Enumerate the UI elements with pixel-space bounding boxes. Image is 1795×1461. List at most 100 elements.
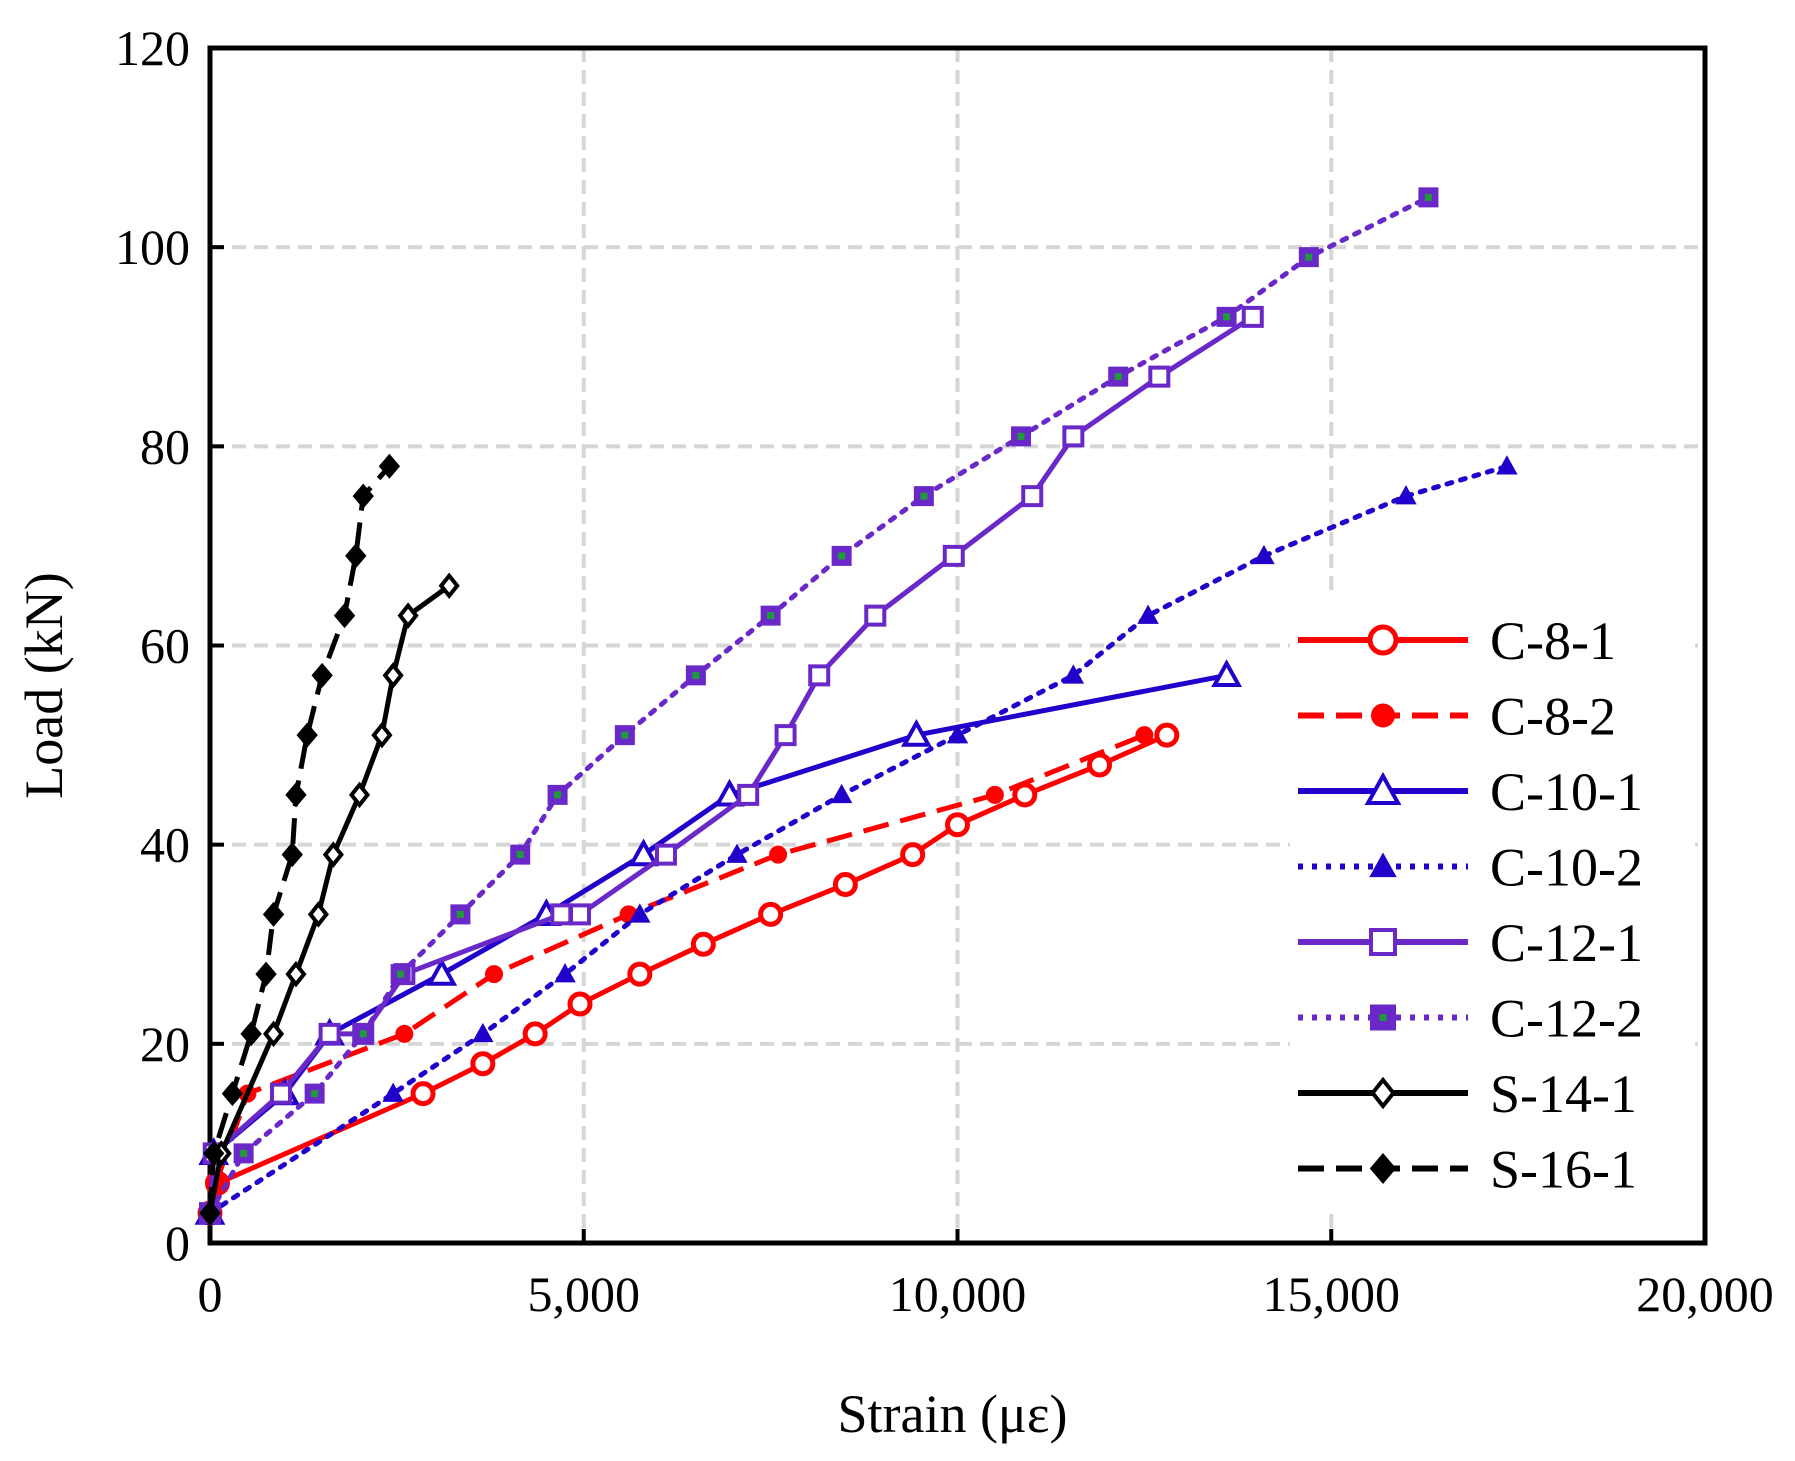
data-point <box>221 1081 244 1107</box>
data-point <box>1369 852 1397 878</box>
y-tick-label: 120 <box>115 20 190 76</box>
x-tick-label: 10,000 <box>889 1266 1027 1322</box>
data-point <box>1298 247 1319 268</box>
data-point <box>296 722 318 748</box>
data-point <box>199 1200 221 1226</box>
data-point <box>769 845 788 864</box>
data-point <box>1241 305 1264 328</box>
legend-label: S-14-1 <box>1490 1064 1637 1124</box>
data-point <box>760 605 781 626</box>
data-point <box>831 545 852 566</box>
data-point <box>485 965 504 984</box>
data-point <box>255 961 277 987</box>
legend: C-8-1 C-8-2 C-10-1 C-10-2 C-12-1 C-12-2 S-14-1… <box>1298 611 1643 1200</box>
data-point <box>1496 455 1518 475</box>
data-point <box>864 604 887 627</box>
data-point <box>685 665 706 686</box>
data-point <box>550 903 573 926</box>
data-point <box>1370 1004 1396 1031</box>
data-point <box>262 901 285 927</box>
data-point <box>348 781 371 809</box>
data-point <box>371 721 393 749</box>
data-point <box>832 872 858 897</box>
data-point <box>1137 604 1159 624</box>
data-point <box>1011 426 1032 447</box>
data-point <box>410 1081 436 1107</box>
series-layer <box>194 187 1518 1227</box>
data-point <box>1216 306 1237 327</box>
data-point <box>438 572 460 599</box>
data-point <box>1253 544 1275 565</box>
data-point <box>395 1024 414 1043</box>
data-point <box>352 483 374 509</box>
data-point <box>1154 722 1180 748</box>
legend-background <box>1290 598 1695 1208</box>
data-point <box>942 544 965 567</box>
x-tick-label: 5,000 <box>528 1266 641 1322</box>
legend-item: C-8-2 <box>1298 687 1616 747</box>
data-point <box>1021 485 1044 508</box>
y-tick-label: 40 <box>140 817 190 873</box>
y-tick-label: 80 <box>140 418 190 474</box>
data-point <box>262 1020 285 1048</box>
data-point <box>353 1023 374 1044</box>
data-point <box>900 842 926 868</box>
data-point <box>1148 365 1171 388</box>
data-point <box>1395 485 1417 505</box>
data-point <box>390 964 411 985</box>
y-tick-label: 60 <box>140 618 190 674</box>
x-tick-label: 20,000 <box>1636 1266 1774 1322</box>
data-point <box>1062 664 1085 684</box>
x-tick-label: 0 <box>198 1266 223 1322</box>
data-point <box>470 1051 496 1077</box>
data-point <box>1211 659 1242 687</box>
data-point <box>345 543 367 569</box>
data-point <box>758 901 784 927</box>
data-point <box>1367 624 1399 656</box>
data-point <box>1108 366 1129 387</box>
data-point <box>1370 1076 1396 1110</box>
data-point <box>382 662 404 689</box>
data-point <box>726 843 748 863</box>
data-point <box>774 724 797 747</box>
data-point <box>510 844 531 865</box>
data-point <box>450 904 471 925</box>
data-point <box>270 1082 293 1105</box>
data-point <box>382 1082 404 1102</box>
data-point <box>547 784 568 805</box>
legend-item: C-10-1 <box>1298 762 1643 822</box>
data-point <box>333 603 356 629</box>
legend-label: C-8-1 <box>1490 611 1616 671</box>
data-point <box>233 1143 254 1164</box>
data-point <box>654 843 677 866</box>
data-point <box>378 453 401 479</box>
data-point <box>808 664 831 687</box>
data-point <box>946 724 969 744</box>
legend-item: S-14-1 <box>1298 1064 1637 1124</box>
data-point <box>913 486 934 507</box>
data-point <box>945 812 970 838</box>
x-axis-title: Strain (με) <box>837 1384 1067 1444</box>
y-tick-label: 0 <box>165 1215 190 1271</box>
data-point <box>285 782 307 808</box>
data-point <box>569 903 592 926</box>
legend-label: C-10-1 <box>1490 762 1643 822</box>
data-point <box>203 1140 225 1166</box>
data-point <box>240 1021 262 1047</box>
data-point <box>397 602 419 629</box>
series-s-14-1 <box>199 572 460 1227</box>
data-point <box>737 783 760 806</box>
data-point <box>830 783 853 804</box>
data-point <box>522 1021 548 1047</box>
axis-ticks: 0 5,000 10,000 15,000 20,000 0 20 40 60 80 100 120 <box>115 20 1774 1322</box>
data-point <box>285 960 307 988</box>
data-point <box>472 1022 494 1043</box>
legend-label: C-12-1 <box>1490 913 1643 973</box>
data-point <box>426 958 458 986</box>
legend-item: C-12-1 <box>1298 913 1643 973</box>
data-point <box>307 901 329 928</box>
x-tick-label: 15,000 <box>1263 1266 1401 1322</box>
data-point <box>628 838 659 867</box>
legend-label: S-16-1 <box>1490 1140 1637 1200</box>
